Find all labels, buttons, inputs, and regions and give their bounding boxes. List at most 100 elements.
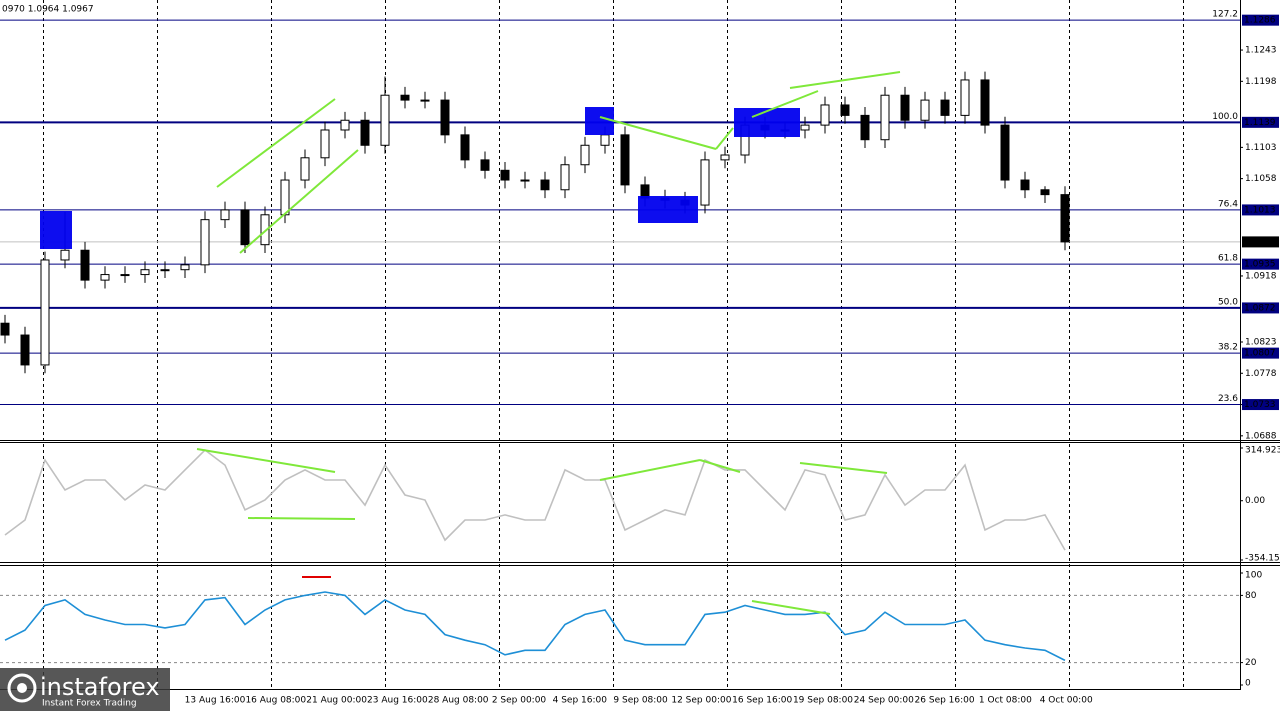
candle-body bbox=[580, 144, 590, 166]
candle-body bbox=[1040, 189, 1050, 196]
logo-icon bbox=[17, 683, 27, 693]
candle-body bbox=[160, 269, 170, 272]
x-tick-label: 24 Sep 00:00 bbox=[854, 696, 914, 706]
fib-level-label: 100.0 bbox=[1212, 112, 1238, 122]
x-tick-label: 16 Sep 16:00 bbox=[732, 696, 792, 706]
y-tick-label: 1.1058 bbox=[1245, 174, 1277, 184]
x-tick-label: 26 Sep 16:00 bbox=[915, 696, 975, 706]
candle-body bbox=[0, 322, 10, 336]
price-box bbox=[1242, 116, 1279, 128]
price-box-label: 1.0807 bbox=[1244, 349, 1276, 359]
candle-body bbox=[140, 269, 150, 276]
candle-body bbox=[240, 209, 250, 246]
candle-body bbox=[560, 164, 570, 191]
candle-body bbox=[400, 94, 410, 101]
logo: instaforex Instant Forex Trading bbox=[0, 668, 170, 711]
price-box bbox=[1242, 347, 1279, 359]
candle-body bbox=[940, 99, 950, 116]
candle-body bbox=[900, 94, 910, 121]
trend-line bbox=[789, 71, 901, 89]
analysis-drawings bbox=[40, 71, 901, 615]
candle-body bbox=[60, 249, 70, 261]
x-tick-label: 16 Aug 08:00 bbox=[245, 696, 306, 706]
price-box bbox=[1242, 399, 1279, 411]
fib-level-label: 61.8 bbox=[1218, 254, 1238, 264]
candle-body bbox=[720, 154, 730, 161]
candle-body bbox=[460, 134, 470, 161]
highlight-box bbox=[638, 196, 698, 223]
trend-line bbox=[751, 600, 831, 615]
trend-line bbox=[699, 459, 741, 473]
candle-body bbox=[840, 104, 850, 116]
highlight-box bbox=[40, 211, 72, 249]
last-price-label: 1.0967 bbox=[1244, 237, 1276, 247]
fib-level-label: 76.4 bbox=[1218, 199, 1238, 209]
trend-line bbox=[239, 149, 359, 254]
candle-body bbox=[980, 79, 990, 126]
price-box-label: 1.0935 bbox=[1244, 260, 1276, 270]
fib-level-label: 23.6 bbox=[1218, 394, 1238, 404]
x-tick-label: 2 Sep 00:00 bbox=[492, 696, 547, 706]
y-tick-label: -354.1559 bbox=[1245, 554, 1280, 564]
time-grid bbox=[43, 0, 1184, 689]
candle-body bbox=[340, 119, 350, 131]
y-tick-label: 1.0778 bbox=[1245, 369, 1277, 379]
candle-body bbox=[1060, 194, 1070, 243]
candle-body bbox=[600, 134, 610, 146]
candle-body bbox=[120, 274, 130, 277]
x-tick-label: 1 Oct 08:00 bbox=[979, 696, 1032, 706]
last-price-box bbox=[1242, 236, 1279, 248]
candle-body bbox=[360, 119, 370, 146]
trend-line bbox=[247, 517, 356, 520]
candle-body bbox=[860, 114, 870, 141]
candle-body bbox=[200, 219, 210, 266]
candle-body bbox=[1020, 179, 1030, 191]
x-tick-label: 19 Sep 08:00 bbox=[793, 696, 853, 706]
y-tick-label: 80 bbox=[1245, 591, 1257, 601]
candle-body bbox=[20, 334, 30, 366]
x-tick-label: 9 Sep 08:00 bbox=[613, 696, 668, 706]
panes: 1.1243 1.1198 1.1103 1.1058 1.0918 1.0823 1.07… bbox=[0, 10, 1280, 706]
price-header: 0970 1.0964 1.0967 bbox=[2, 5, 94, 15]
indicator-line bbox=[4, 448, 1066, 551]
y-tick-label: 1.1243 bbox=[1245, 46, 1277, 56]
candle-body bbox=[700, 159, 710, 206]
candle-body bbox=[880, 94, 890, 141]
y-tick-label: 100 bbox=[1245, 571, 1262, 581]
y-tick-label: 1.0918 bbox=[1245, 271, 1277, 281]
candle-body bbox=[100, 274, 110, 281]
price-box-label: 1.1013 bbox=[1244, 205, 1276, 215]
candle-body bbox=[480, 159, 490, 171]
x-tick-label: 21 Aug 00:00 bbox=[306, 696, 367, 706]
y-tick-label: 1.1198 bbox=[1245, 77, 1277, 87]
indicator-line bbox=[4, 591, 1066, 662]
candle-body bbox=[440, 99, 450, 136]
fib-level-label: 38.2 bbox=[1218, 343, 1238, 353]
candle-body bbox=[920, 99, 930, 121]
trend-line bbox=[599, 116, 717, 150]
y-tick-label: 0.00 bbox=[1245, 496, 1265, 506]
candle-body bbox=[300, 157, 310, 181]
layout bbox=[0, 0, 1280, 690]
x-tick-label: 12 Sep 00:00 bbox=[671, 696, 731, 706]
candle-body bbox=[40, 259, 50, 366]
candle-body bbox=[1000, 124, 1010, 181]
x-tick-label: 13 Aug 16:00 bbox=[185, 696, 246, 706]
y-tick-label: 20 bbox=[1245, 658, 1257, 668]
price-box bbox=[1242, 204, 1279, 216]
candle-body bbox=[820, 104, 830, 126]
price-box bbox=[1242, 258, 1279, 270]
x-tick-label: 23 Aug 16:00 bbox=[367, 696, 428, 706]
candle-body bbox=[960, 79, 970, 116]
candle-body bbox=[280, 179, 290, 216]
candle-body bbox=[380, 94, 390, 146]
candle-body bbox=[180, 264, 190, 271]
trend-line bbox=[751, 90, 819, 118]
y-tick-label: 1.1103 bbox=[1245, 143, 1277, 153]
y-tick-label: 1.0688 bbox=[1245, 431, 1277, 441]
candle-body bbox=[800, 124, 810, 131]
logo-tagline: Instant Forex Trading bbox=[42, 699, 137, 709]
logo-name: instaforex bbox=[40, 673, 160, 701]
price-box bbox=[1242, 302, 1279, 314]
candle-body bbox=[520, 179, 530, 182]
